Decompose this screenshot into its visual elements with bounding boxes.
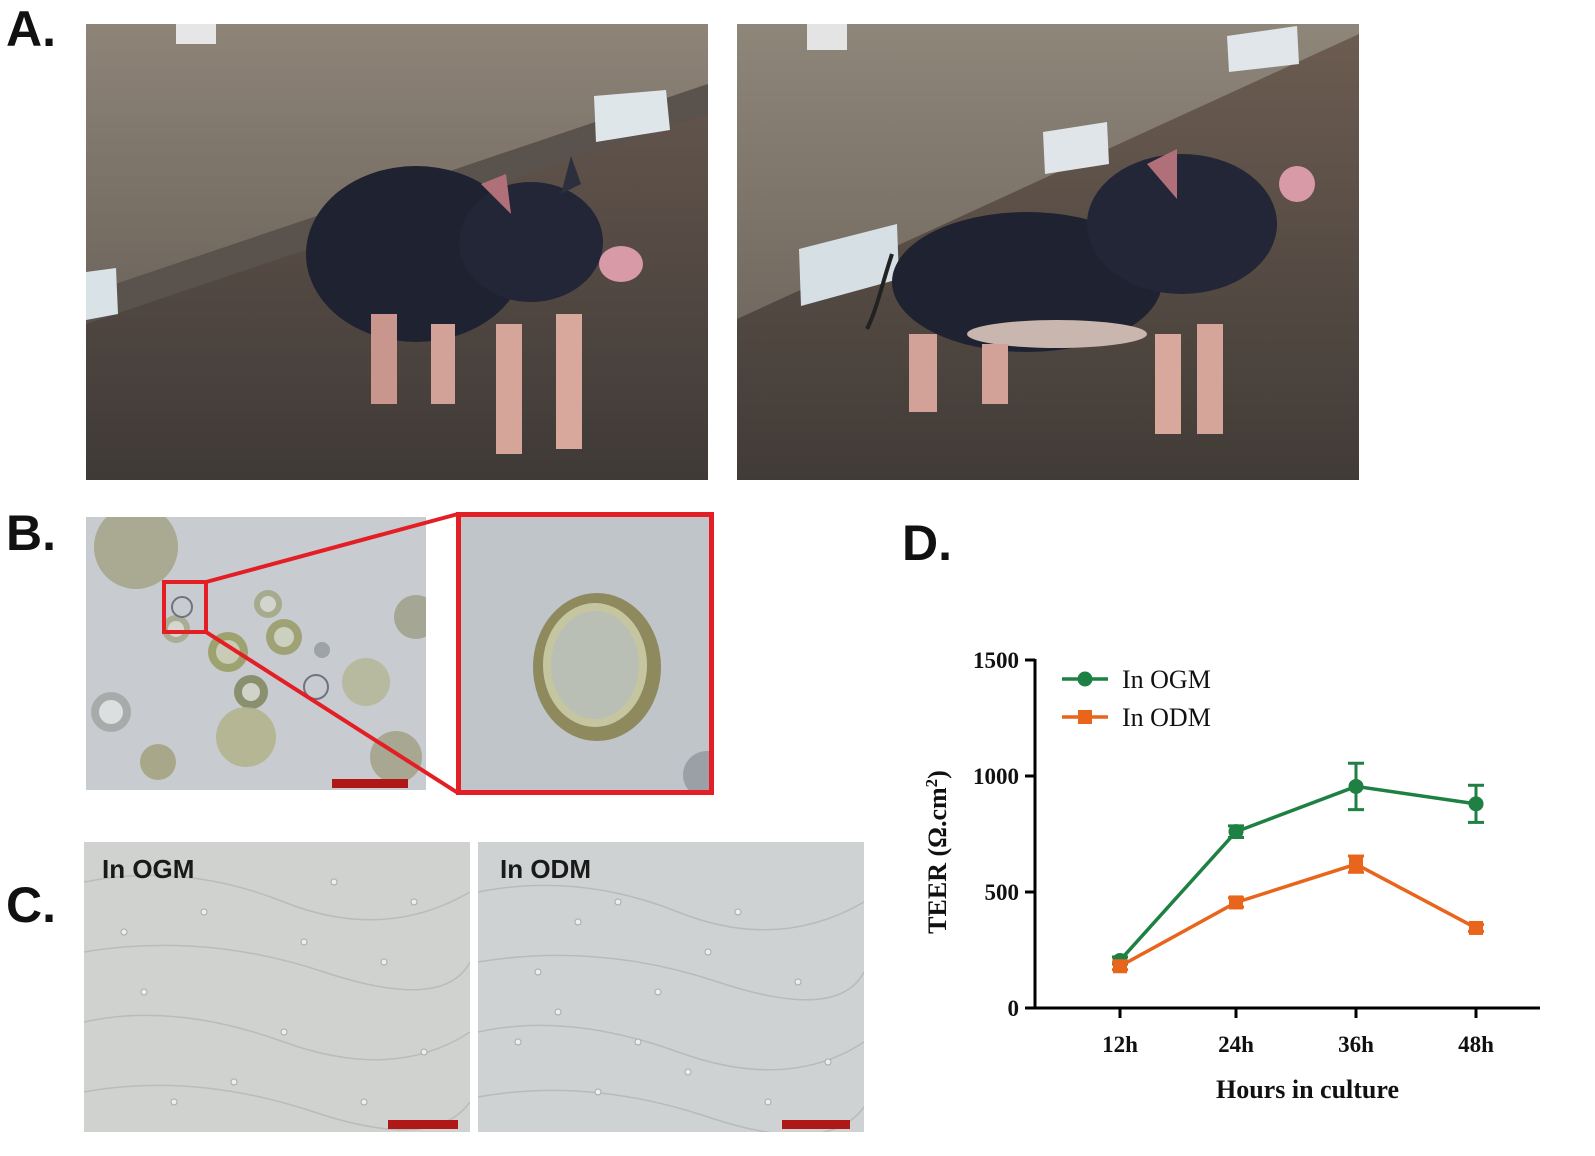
x-axis-label: Hours in culture bbox=[1216, 1075, 1399, 1104]
data-point bbox=[1468, 796, 1484, 812]
pig-photo-left bbox=[86, 24, 708, 480]
series-layer bbox=[1112, 761, 1484, 974]
panel-c-letter: C. bbox=[6, 877, 56, 933]
pig-figure bbox=[865, 149, 1315, 434]
panel-d-letter: D. bbox=[902, 515, 952, 571]
zoom-selection-box bbox=[162, 580, 208, 634]
data-point bbox=[1349, 857, 1363, 872]
data-point bbox=[1469, 920, 1483, 935]
series-line-0 bbox=[1118, 784, 1477, 962]
micrograph-odm: In ODM bbox=[478, 842, 864, 1132]
scale-bar bbox=[332, 779, 408, 788]
panel-b-letter: B. bbox=[6, 505, 56, 561]
y-axis-label-sup: 2 bbox=[922, 779, 941, 788]
y-ticks: 0 500 1000 1500 bbox=[973, 648, 1035, 1021]
series-line-1 bbox=[1119, 862, 1477, 968]
legend-label-1: In ODM bbox=[1122, 703, 1211, 732]
data-point bbox=[1228, 824, 1244, 840]
x-tick-label-0: 12h bbox=[1102, 1032, 1138, 1057]
y-axis-label: TEER (Ω.cm2) bbox=[922, 770, 953, 934]
pig-figure bbox=[306, 156, 643, 454]
culture-label-odm: In ODM bbox=[500, 854, 591, 884]
micrograph-organoids bbox=[86, 517, 426, 790]
x-tick-label-1: 24h bbox=[1218, 1032, 1254, 1057]
x-tick-label-3: 48h bbox=[1458, 1032, 1494, 1057]
teer-line-chart: 0 500 1000 1500 12h 24h 36h 48h In OGM In ODM H… bbox=[922, 648, 1540, 1104]
series-0 bbox=[1112, 761, 1484, 968]
y-tick-label-1: 500 bbox=[985, 880, 1020, 905]
y-axis-label-main: TEER (Ω.cm bbox=[923, 787, 952, 934]
y-tick-label-2: 1000 bbox=[973, 764, 1019, 789]
x-ticks: 12h 24h 36h 48h bbox=[1102, 1008, 1494, 1057]
legend-marker-1 bbox=[1078, 710, 1092, 724]
data-point bbox=[1229, 895, 1243, 910]
x-tick-label-2: 36h bbox=[1338, 1032, 1374, 1057]
culture-label-ogm: In OGM bbox=[102, 854, 195, 884]
legend-marker-0 bbox=[1077, 671, 1093, 687]
micrograph-zoom-inset bbox=[456, 512, 714, 795]
panel-a-letter: A. bbox=[6, 1, 56, 57]
scale-bar bbox=[388, 1120, 458, 1129]
series-1 bbox=[1112, 854, 1484, 974]
chart-legend: In OGM In ODM bbox=[1062, 665, 1211, 732]
scale-bar bbox=[782, 1120, 850, 1129]
data-point bbox=[1113, 959, 1127, 974]
micrograph-ogm: In OGM bbox=[84, 842, 470, 1132]
legend-label-0: In OGM bbox=[1122, 665, 1211, 694]
chart-axes bbox=[1033, 659, 1540, 1010]
y-tick-label-3: 1500 bbox=[973, 648, 1019, 673]
pig-photo-right bbox=[737, 24, 1359, 480]
data-point bbox=[1348, 778, 1364, 794]
y-tick-label-0: 0 bbox=[1008, 996, 1020, 1021]
y-axis-label-close: ) bbox=[923, 770, 952, 779]
